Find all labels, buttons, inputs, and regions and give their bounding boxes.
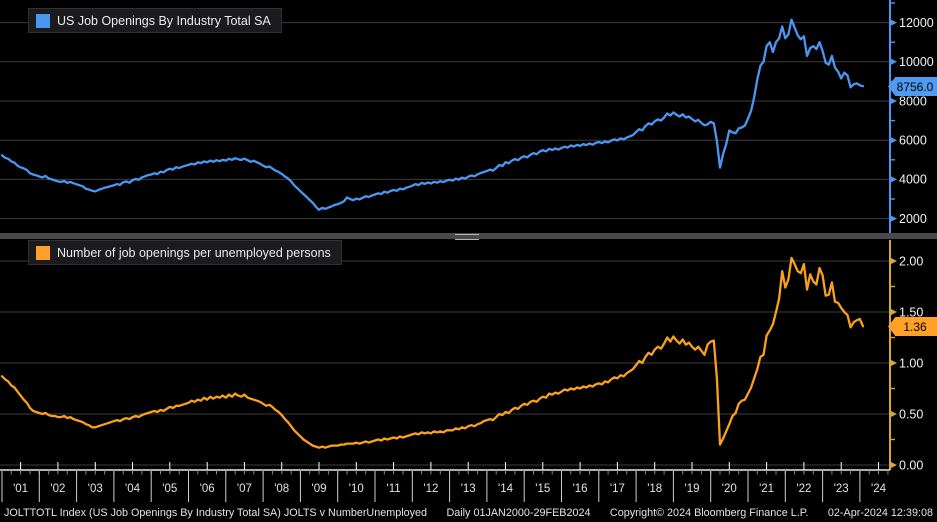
year-label: '16 — [573, 483, 588, 495]
year-label: '09 — [312, 483, 327, 495]
last-value-badge-top: 8756.0 — [888, 77, 937, 96]
status-date-range: Daily 01JAN2000-29FEB2024 — [446, 507, 591, 519]
svg-text:12000: 12000 — [899, 16, 934, 30]
year-label: '01 — [13, 483, 28, 495]
year-label: '22 — [796, 483, 811, 495]
status-timestamp: 02-Apr-2024 12:39:08 — [827, 507, 933, 519]
year-label: '11 — [387, 483, 401, 495]
svg-text:10000: 10000 — [899, 55, 934, 69]
status-ticker-description: JOLTTOTL Index (US Job Openings By Indus… — [4, 507, 428, 519]
year-label: '03 — [88, 483, 103, 495]
year-label: '08 — [274, 483, 289, 495]
legend-top-series[interactable]: US Job Openings By Industry Total SA — [28, 8, 282, 33]
year-label: '13 — [461, 483, 476, 495]
year-label: '24 — [871, 483, 887, 495]
year-label: '04 — [125, 483, 141, 495]
svg-text:1.50: 1.50 — [899, 305, 923, 319]
x-axis: '01 '02 '03 '04 '05 '06 '07 '08 '09 '10 '11 '12 '13 '… — [0, 462, 890, 502]
year-label: '05 — [162, 483, 177, 495]
svg-text:6000: 6000 — [899, 134, 927, 148]
year-label: '14 — [498, 483, 514, 495]
year-label: '15 — [535, 483, 550, 495]
svg-text:2000: 2000 — [899, 212, 927, 226]
year-label: '23 — [834, 483, 849, 495]
svg-text:2.00: 2.00 — [899, 254, 923, 268]
year-label: '17 — [610, 483, 625, 495]
year-label: '02 — [50, 483, 65, 495]
legend-bottom-label: Number of job openings per unemployed pe… — [57, 245, 331, 260]
svg-text:4000: 4000 — [899, 173, 927, 187]
year-label: '07 — [237, 483, 252, 495]
year-label: '18 — [647, 483, 662, 495]
year-label: '19 — [685, 483, 700, 495]
panel-splitter[interactable] — [0, 233, 937, 240]
svg-text:1.00: 1.00 — [899, 356, 923, 370]
last-value-bottom: 1.36 — [903, 319, 927, 334]
splitter-grip-icon[interactable] — [455, 234, 479, 240]
svg-text:0.50: 0.50 — [899, 407, 923, 421]
legend-swatch-blue-icon — [36, 13, 50, 28]
status-copyright: Copyright© 2024 Bloomberg Finance L.P. — [609, 507, 809, 519]
year-label: '10 — [349, 483, 364, 495]
svg-text:8000: 8000 — [899, 94, 927, 108]
legend-bottom-series[interactable]: Number of job openings per unemployed pe… — [28, 240, 342, 265]
panel-top: 2000 4000 6000 8000 10000 12000 — [0, 0, 934, 233]
last-value-top: 8756.0 — [896, 79, 934, 94]
legend-top-label: US Job Openings By Industry Total SA — [57, 13, 271, 28]
svg-text:0.00: 0.00 — [899, 458, 923, 472]
year-label: '12 — [423, 483, 438, 495]
last-value-badge-bottom: 1.36 — [888, 317, 937, 336]
legend-swatch-orange-icon — [36, 245, 50, 260]
status-bar: JOLTTOTL Index (US Job Openings By Indus… — [0, 504, 937, 522]
panel-bottom: 0.00 0.50 1.00 1.50 2.00 — [0, 240, 923, 472]
year-label: '20 — [722, 483, 737, 495]
year-label: '21 — [759, 483, 774, 495]
year-label: '06 — [200, 483, 215, 495]
